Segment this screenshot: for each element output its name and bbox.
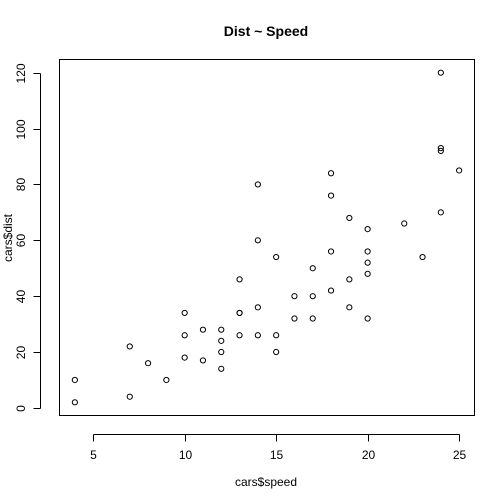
scatter-point: [71, 376, 78, 384]
scatter-point: [291, 315, 298, 322]
x-tick-label: 20: [362, 448, 376, 462]
y-axis-label: cars$dist: [1, 213, 15, 262]
scatter-point: [144, 360, 152, 367]
y-tick-label: 100: [14, 119, 28, 139]
scatter-point: [291, 293, 298, 300]
scatter-point: [236, 276, 243, 283]
x-tick-label: 15: [270, 448, 284, 462]
x-tick-label: 5: [90, 448, 97, 462]
scatter-point: [71, 399, 78, 406]
plot-area-frame: [59, 59, 475, 416]
scatter-point: [346, 276, 353, 283]
scatter-point: [254, 181, 261, 188]
scatter-point: [126, 343, 133, 350]
scatter-point: [437, 209, 444, 216]
scatter-point: [437, 147, 444, 155]
scatter-point: [181, 354, 188, 361]
scatter-point: [327, 248, 335, 255]
scatter-point: [346, 304, 353, 311]
y-tick-label: 0: [14, 405, 28, 412]
scatter-point: [218, 337, 225, 344]
scatter-point: [181, 332, 188, 339]
scatter-point: [199, 326, 207, 333]
scatter-point: [327, 170, 335, 177]
y-tick-label: 60: [14, 234, 28, 248]
scatter-point: [346, 214, 353, 222]
scatter-point: [327, 192, 335, 199]
scatter-point: [327, 287, 335, 294]
x-axis-label: cars$speed: [235, 475, 297, 489]
y-tick-label: 120: [14, 63, 28, 83]
y-tick-label: 40: [14, 290, 28, 304]
scatter-point: [419, 253, 426, 261]
scatter-point: [254, 237, 261, 244]
scatter-point: [364, 259, 371, 266]
scatter-point: [309, 265, 316, 272]
scatter-point: [236, 309, 243, 317]
scatter-point: [254, 332, 261, 339]
scatter-point: [218, 326, 225, 333]
scatter-point: [254, 304, 261, 311]
scatter-point: [437, 69, 444, 76]
data-points: [71, 69, 463, 406]
scatter-point: [364, 315, 371, 322]
chart-title: Dist ~ Speed: [224, 23, 308, 39]
scatter-point: [309, 293, 316, 300]
scatter-point: [163, 376, 170, 384]
scatter-point: [236, 332, 243, 339]
scatter-point: [437, 145, 444, 152]
scatter-point: [181, 309, 188, 317]
y-tick-label: 20: [14, 346, 28, 360]
scatter-point: [364, 226, 371, 233]
scatter-point: [364, 270, 371, 277]
x-tick-label: 25: [453, 448, 467, 462]
scatter-point: [273, 332, 280, 339]
scatter-point: [401, 220, 408, 227]
x-tick-label: 10: [179, 448, 193, 462]
scatter-point: [273, 253, 280, 261]
scatter-point: [126, 393, 133, 400]
scatter-point: [456, 167, 463, 174]
y-tick-label: 80: [14, 178, 28, 192]
x-axis: 5 10 15 20 25: [90, 434, 467, 462]
scatter-point: [199, 357, 207, 364]
scatter-point: [218, 365, 225, 372]
scatter-point: [218, 348, 225, 356]
scatter-point: [273, 348, 280, 356]
scatter-point: [309, 315, 316, 322]
y-axis: 0 20 40 60 80 100 120: [14, 63, 41, 412]
scatter-point: [364, 248, 371, 255]
